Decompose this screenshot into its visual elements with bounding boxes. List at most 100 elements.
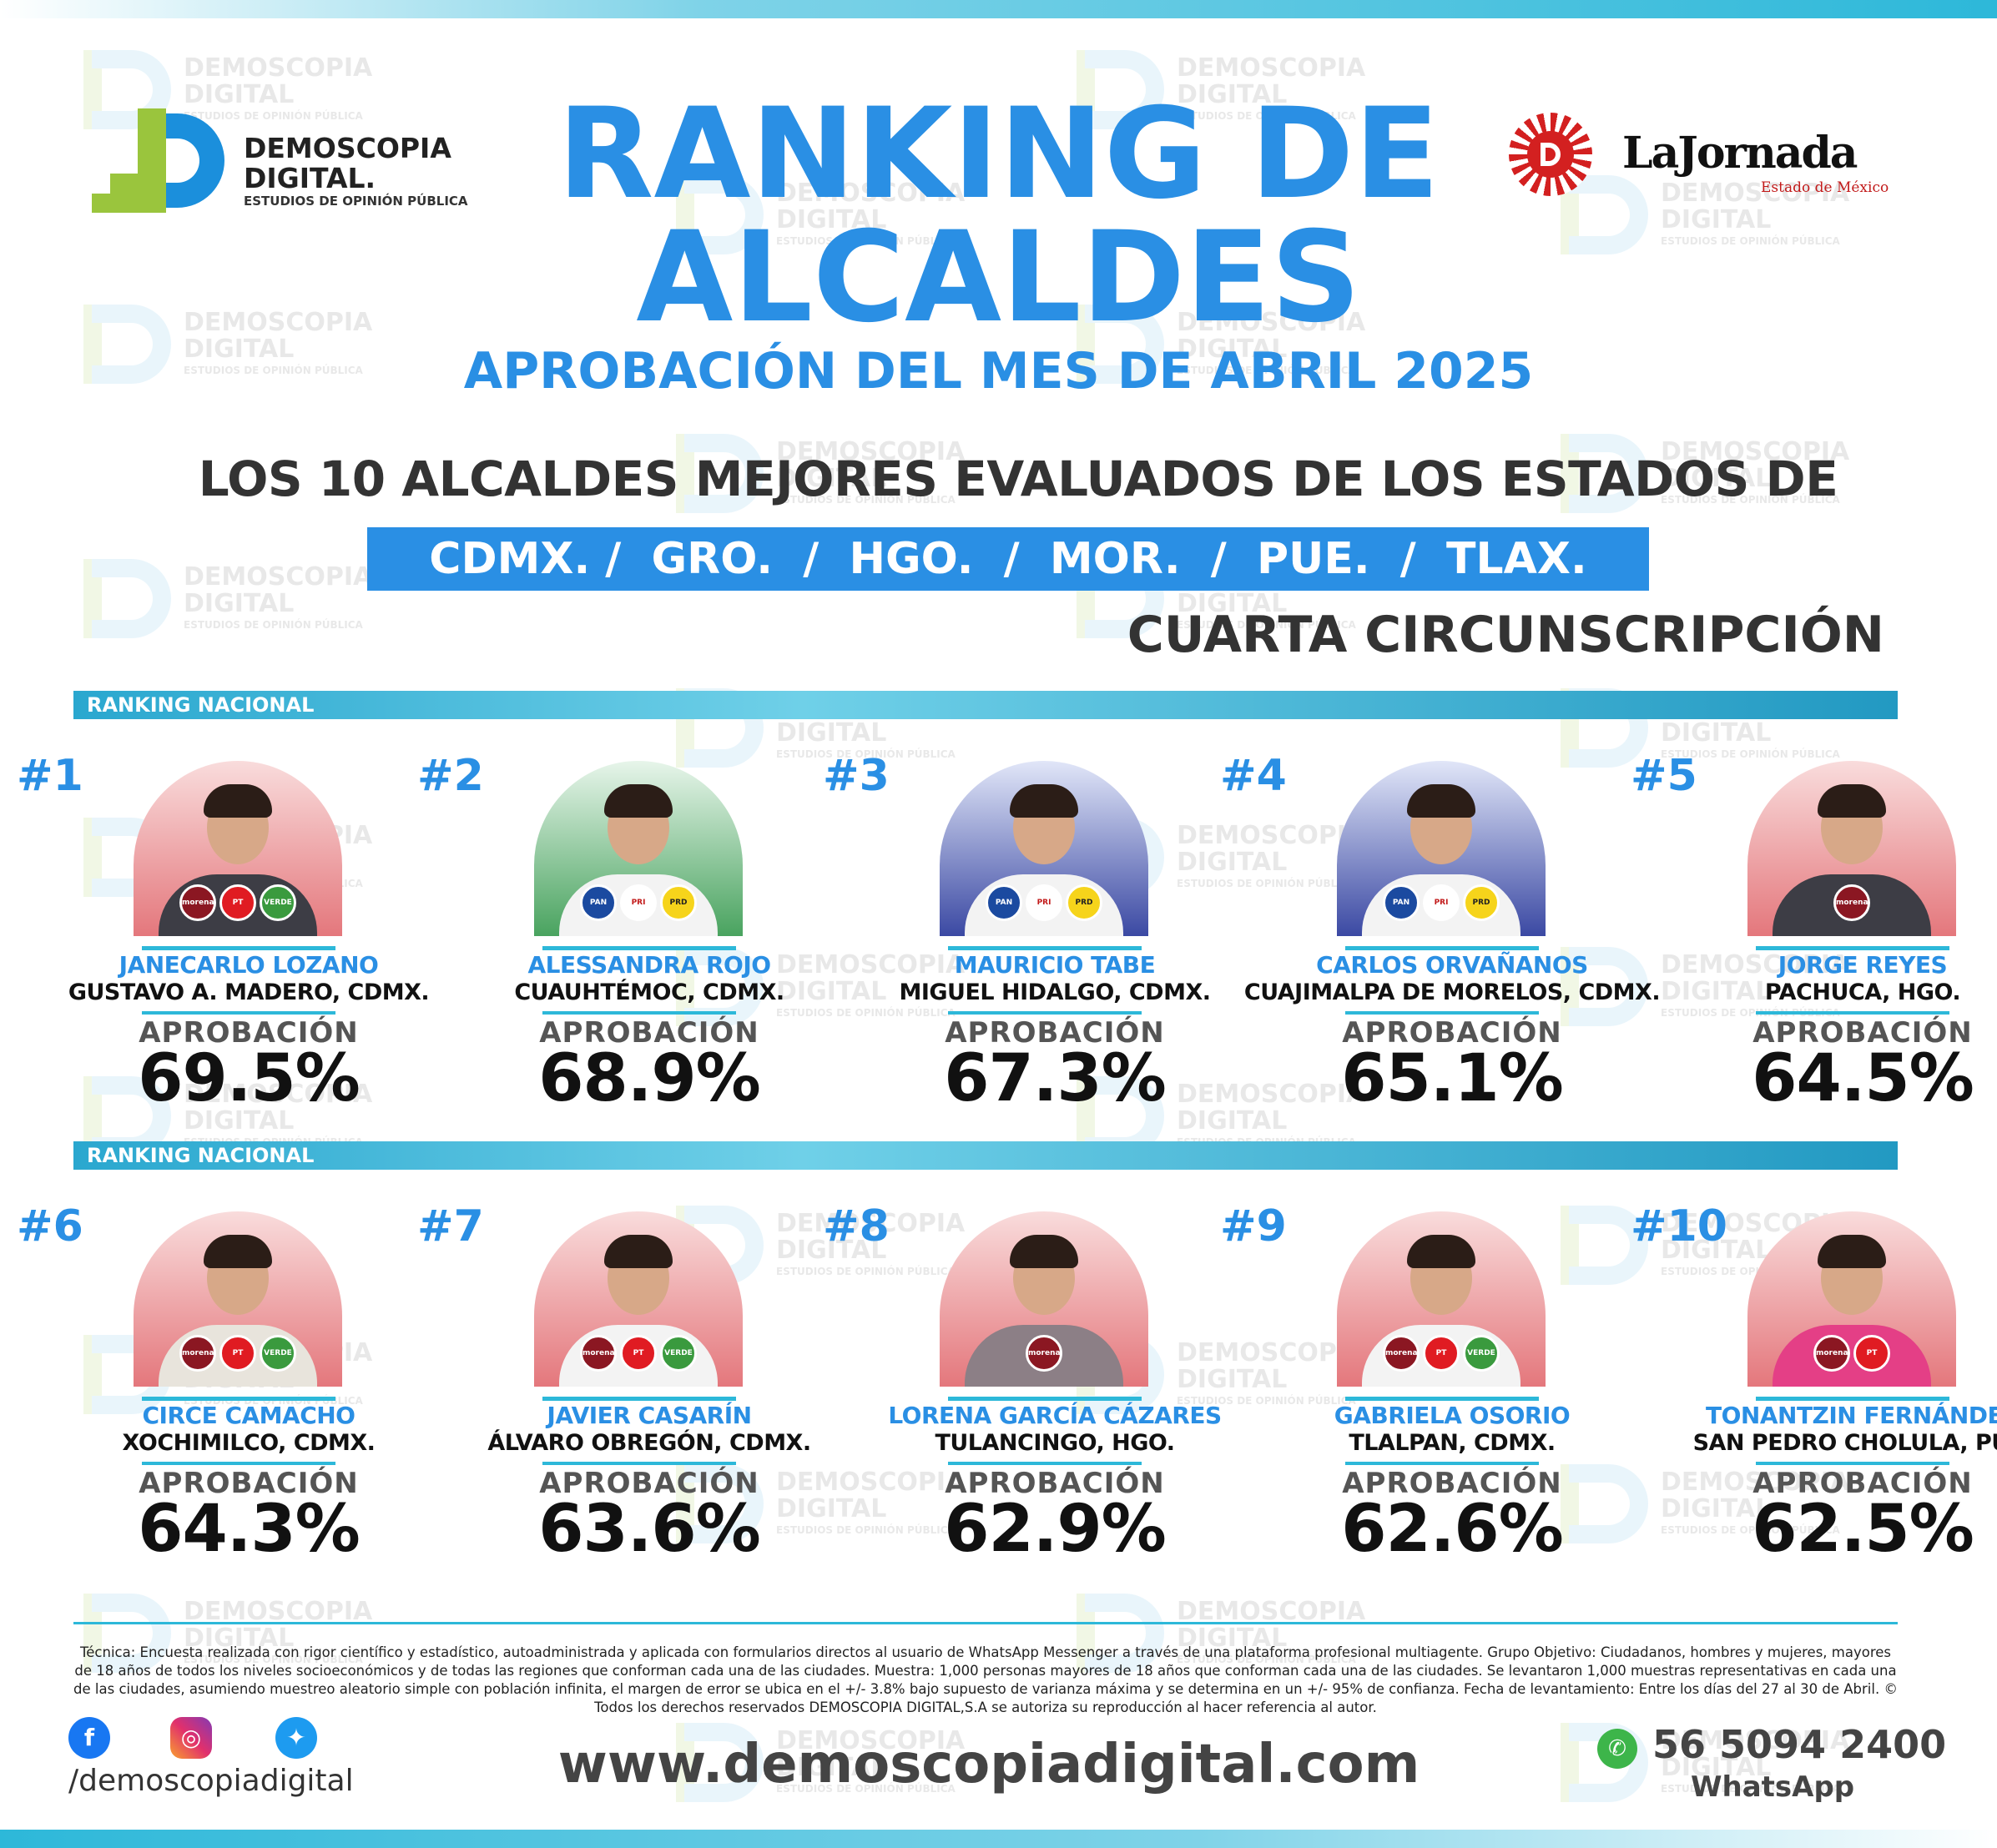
watermark-line2: DIGITAL <box>1661 718 1772 748</box>
party-logo-icon: PRD <box>1066 884 1102 921</box>
mayor-place: TLALPAN, CDMX. <box>1349 1430 1556 1456</box>
mayor-name: CIRCE CAMACHO <box>142 1402 356 1429</box>
card-divider <box>1345 1462 1539 1465</box>
rank-number: #10 <box>1631 1201 1727 1251</box>
mayor-place: GUSTAVO A. MADERO, CDMX. <box>68 979 430 1005</box>
party-logo-icon: VERDE <box>1463 1335 1500 1372</box>
mayor-card: #7 morena PT VERDE JAVIER CASARÍN ÁLVARO OBRE… <box>417 1201 816 1569</box>
facebook-icon[interactable]: f <box>68 1717 110 1759</box>
approval-label: APROBACIÓN <box>139 1016 359 1050</box>
social-handle[interactable]: /demoscopiadigital <box>68 1764 354 1798</box>
approval-label: APROBACIÓN <box>1752 1467 1973 1500</box>
title-line1: RANKING DE <box>557 82 1440 227</box>
party-logo-icon: PT <box>219 1335 256 1372</box>
ranking-bar-label: RANKING NACIONAL <box>87 693 315 717</box>
approval-value: 68.9% <box>538 1041 761 1116</box>
party-logo-icon: PT <box>620 1335 657 1372</box>
twitter-icon[interactable]: ✦ <box>275 1717 317 1759</box>
mayor-hair-shape <box>1407 784 1475 818</box>
whatsapp-icon[interactable]: ✆ <box>1597 1729 1637 1769</box>
intro-text: LOS 10 ALCALDES MEJORES EVALUADOS DE LOS… <box>198 451 1838 507</box>
rank-number: #6 <box>17 1201 83 1251</box>
mayor-place: PACHUCA, HGO. <box>1764 979 1961 1005</box>
mayor-name: GABRIELA OSORIO <box>1334 1402 1571 1429</box>
title-line2: ALCALDES <box>636 205 1361 350</box>
card-divider <box>142 946 335 950</box>
rank-number: #3 <box>823 751 890 801</box>
mayor-hair-shape <box>204 784 272 818</box>
watermark-d-icon <box>92 559 171 638</box>
mayor-card: #3 PAN PRI PRD MAURICIO TABE MIGUEL HIDALGO, … <box>823 751 1222 1118</box>
watermark-line2: DIGITAL <box>776 718 887 748</box>
party-logos: morena PT <box>1747 1335 1956 1372</box>
jornada-d-icon <box>1541 143 1561 166</box>
party-logos: morena PT VERDE <box>1337 1335 1546 1372</box>
party-logo-icon: morena <box>1813 1335 1850 1372</box>
rank-number: #9 <box>1220 1201 1287 1251</box>
brand-name: DEMOSCOPIA DIGITAL. <box>244 133 451 194</box>
party-logos: PAN PRI PRD <box>1337 884 1546 921</box>
mayor-place: CUAJIMALPA DE MORELOS, CDMX. <box>1243 979 1661 1005</box>
card-divider <box>142 1462 335 1465</box>
card-divider <box>1756 1462 1949 1465</box>
mayor-hair-shape <box>604 1235 673 1268</box>
party-logos: morena PT VERDE <box>134 884 342 921</box>
mayor-photo: PAN PRI PRD <box>1337 761 1546 936</box>
party-logos: morena PT VERDE <box>134 1335 342 1372</box>
mayor-hair-shape <box>1818 1235 1886 1268</box>
bottom-accent-bar <box>0 1830 1997 1848</box>
watermark-line3: ESTUDIOS DE OPINIÓN PÚBLICA <box>184 619 363 631</box>
watermark-line1: DEMOSCOPIA <box>184 53 373 83</box>
watermark-line1: DEMOSCOPIA <box>1177 53 1366 83</box>
party-logo-icon: PRI <box>1423 884 1460 921</box>
card-divider <box>142 1011 335 1015</box>
mayor-body-shape <box>1773 1325 1931 1387</box>
party-logo-icon: PAN <box>1383 884 1420 921</box>
mayor-photo: morena PT VERDE <box>534 1211 743 1387</box>
mayor-photo: PAN PRI PRD <box>940 761 1148 936</box>
card-divider <box>948 1397 1142 1401</box>
party-logo-icon: VERDE <box>660 1335 697 1372</box>
party-logo-icon: PT <box>1853 1335 1890 1372</box>
footer-divider <box>73 1622 1898 1624</box>
brand-name-line2: DIGITAL. <box>244 162 376 194</box>
party-logo-icon: morena <box>580 1335 617 1372</box>
card-divider <box>1345 1397 1539 1401</box>
demoscopia-logo: DEMOSCOPIA DIGITAL. ESTUDIOS DE OPINIÓN … <box>92 108 492 213</box>
approval-value: 62.5% <box>1752 1492 1974 1567</box>
approval-value: 65.1% <box>1341 1041 1564 1116</box>
card-divider <box>1756 946 1949 950</box>
brand-name-line1: DEMOSCOPIA <box>244 132 451 164</box>
approval-label: APROBACIÓN <box>139 1467 359 1500</box>
instagram-icon[interactable]: ◎ <box>170 1717 212 1759</box>
website-link[interactable]: www.demoscopiadigital.com <box>557 1734 1420 1795</box>
card-divider <box>1756 1011 1949 1015</box>
party-logo-icon: morena <box>1383 1335 1420 1372</box>
party-logo-icon: PT <box>219 884 256 921</box>
la-jornada-logo: LaJornada Estado de México <box>1509 113 1901 204</box>
phone-number[interactable]: 56 5094 2400 <box>1652 1722 1947 1767</box>
party-logo-icon: PAN <box>986 884 1022 921</box>
party-logos: morena <box>1747 884 1956 921</box>
mayor-hair-shape <box>1407 1235 1475 1268</box>
card-divider <box>1345 946 1539 950</box>
party-logos: morena PT VERDE <box>534 1335 743 1372</box>
card-divider <box>1345 1011 1539 1015</box>
methodology-text: Técnica: Encuesta realizada con rigor ci… <box>73 1644 1898 1715</box>
whatsapp-label: WhatsApp <box>1691 1770 1855 1804</box>
demoscopia-mark-icon <box>92 108 224 213</box>
rank-number: #1 <box>17 751 83 801</box>
mayor-hair-shape <box>604 784 673 818</box>
mayor-place: SAN PEDRO CHOLULA, PUE. <box>1692 1430 1997 1456</box>
mayor-name: JORGE REYES <box>1778 951 1948 979</box>
mayor-place: TULANCINGO, HGO. <box>935 1430 1175 1456</box>
mayor-name: MAURICIO TABE <box>954 951 1156 979</box>
ranking-bar-2: RANKING NACIONAL <box>73 1141 1898 1170</box>
mayor-name: JAVIER CASARÍN <box>547 1402 752 1429</box>
mayor-photo: morena PT VERDE <box>1337 1211 1546 1387</box>
card-divider <box>948 1462 1142 1465</box>
approval-label: APROBACIÓN <box>1752 1016 1973 1050</box>
party-logos: morena <box>940 1335 1148 1372</box>
approval-value: 64.3% <box>138 1492 361 1567</box>
